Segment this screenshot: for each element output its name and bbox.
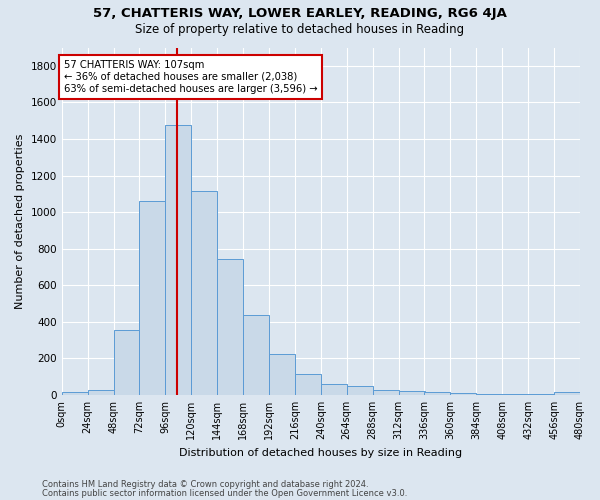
Bar bbox=[502, 394, 528, 395]
Bar bbox=[243, 316, 269, 395]
Bar bbox=[528, 394, 554, 395]
Text: 57, CHATTERIS WAY, LOWER EARLEY, READING, RG6 4JA: 57, CHATTERIS WAY, LOWER EARLEY, READING… bbox=[93, 8, 507, 20]
Bar bbox=[139, 201, 166, 395]
Bar bbox=[398, 392, 425, 395]
Text: Size of property relative to detached houses in Reading: Size of property relative to detached ho… bbox=[136, 22, 464, 36]
Bar bbox=[217, 259, 243, 395]
Bar bbox=[295, 374, 321, 395]
Bar bbox=[191, 191, 217, 395]
Bar bbox=[88, 390, 113, 395]
Bar bbox=[476, 394, 502, 395]
Bar bbox=[166, 125, 191, 395]
Text: Contains public sector information licensed under the Open Government Licence v3: Contains public sector information licen… bbox=[42, 488, 407, 498]
Bar bbox=[554, 392, 580, 395]
Bar bbox=[347, 386, 373, 395]
X-axis label: Distribution of detached houses by size in Reading: Distribution of detached houses by size … bbox=[179, 448, 463, 458]
Bar bbox=[373, 390, 398, 395]
Bar bbox=[321, 384, 347, 395]
Y-axis label: Number of detached properties: Number of detached properties bbox=[15, 134, 25, 309]
Bar bbox=[113, 330, 139, 395]
Bar bbox=[451, 393, 476, 395]
Bar bbox=[269, 354, 295, 395]
Bar bbox=[424, 392, 451, 395]
Text: Contains HM Land Registry data © Crown copyright and database right 2024.: Contains HM Land Registry data © Crown c… bbox=[42, 480, 368, 489]
Text: 57 CHATTERIS WAY: 107sqm
← 36% of detached houses are smaller (2,038)
63% of sem: 57 CHATTERIS WAY: 107sqm ← 36% of detach… bbox=[64, 60, 317, 94]
Bar bbox=[62, 392, 88, 395]
